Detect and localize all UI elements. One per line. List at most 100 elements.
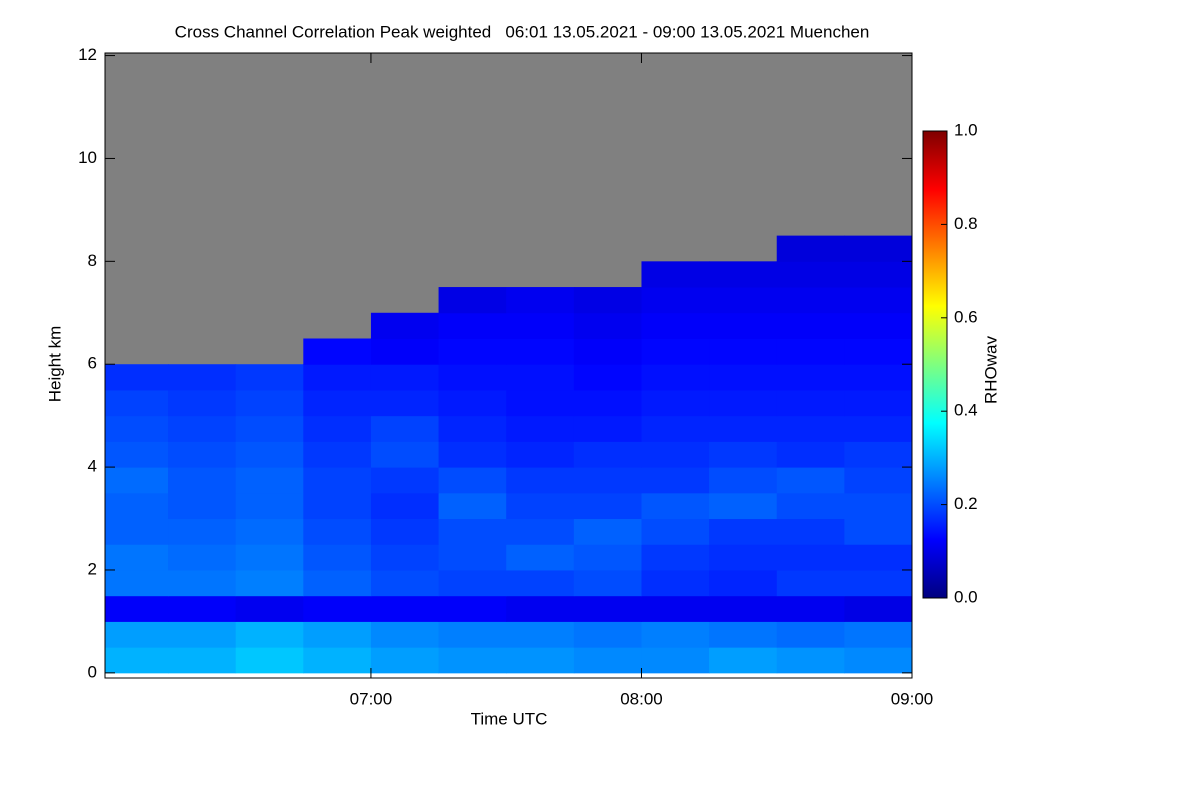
heatmap-cell [168,569,237,597]
heatmap-cell [303,518,372,545]
heatmap-cell [573,467,642,494]
heatmap-cell [506,389,575,417]
heatmap-cell [709,492,778,520]
heatmap-cell [168,441,237,468]
heatmap-cell [573,595,642,622]
heatmap-cell [776,595,845,622]
heatmap-cell [506,492,575,520]
heatmap-cell [235,441,304,468]
heatmap-cell [168,518,237,545]
heatmap-cell [105,621,169,648]
chart-title: Cross Channel Correlation Peak weighted … [175,22,870,41]
heatmap-cell [709,647,778,674]
heatmap-cell [168,492,237,520]
heatmap-cell [776,338,845,365]
x-tick-label: 09:00 [891,689,934,708]
heatmap-cell [370,415,440,442]
heatmap-cell [709,569,778,597]
heatmap-cell [844,492,913,520]
heatmap-cell [506,647,575,674]
heatmap-cell [105,492,169,520]
heatmap-cell [370,492,440,520]
heatmap-cell [303,595,372,622]
colorbar-tick-label: 0.0 [954,587,978,606]
heatmap-cell [168,544,237,571]
heatmap-cell [168,364,237,391]
heatmap-cell [776,621,845,648]
heatmap-cell [105,389,169,417]
heatmap-cell [844,235,913,262]
heatmap-cell [641,261,710,288]
colorbar-tick-label: 0.4 [954,401,978,420]
heatmap-cell [105,647,169,674]
heatmap-cell [573,364,642,391]
heatmap-cell [709,467,778,494]
heatmap-cell [844,338,913,365]
heatmap-cell [370,569,440,597]
heatmap-cell [709,364,778,391]
heatmap-cell [844,467,913,494]
heatmap-cell [370,518,440,545]
heatmap-cell [370,467,440,494]
heatmap-cell [844,647,913,674]
heatmap-cell [168,647,237,674]
heatmap-cell [776,544,845,571]
heatmap-cell [370,544,440,571]
heatmap-cell [105,569,169,597]
heatmap-cell [776,647,845,674]
heatmap-cell [573,389,642,417]
heatmap-cell [235,569,304,597]
heatmap-cell [105,518,169,545]
heatmap-cell [438,441,507,468]
heatmap-cell [168,389,237,417]
heatmap-cell [506,441,575,468]
x-tick-label: 07:00 [350,689,393,708]
heatmap-cell [506,467,575,494]
heatmap-cell [303,364,372,391]
heatmap-cell [641,544,710,571]
heatmap-cell [641,312,710,339]
heatmap-cell [641,415,710,442]
heatmap-cell [709,415,778,442]
heatmap-cell [438,287,507,314]
heatmap-cell [641,364,710,391]
heatmap-cell [235,621,304,648]
heatmap-cell [370,312,440,339]
heatmap-cell [105,595,169,622]
heatmap-cell [844,569,913,597]
heatmap-cell [303,544,372,571]
x-tick-label: 08:00 [620,689,663,708]
heatmap-cell [776,235,845,262]
heatmap-cell [709,441,778,468]
heatmap-cell [438,518,507,545]
heatmap-cell [709,312,778,339]
y-tick-label: 6 [88,354,97,373]
heatmap-cell [105,364,169,391]
heatmap-cell [506,595,575,622]
y-tick-label: 2 [88,559,97,578]
heatmap-cell [303,467,372,494]
y-tick-label: 8 [88,251,97,270]
colorbar-label: RHOwav [981,335,1000,404]
heatmap-cell [370,621,440,648]
heatmap-cell [506,415,575,442]
heatmap-cell [303,338,372,365]
heatmap-cell [438,467,507,494]
heatmap-cell [506,312,575,339]
heatmap-cell [709,518,778,545]
y-tick-label: 4 [88,457,97,476]
heatmap-cell [105,415,169,442]
heatmap-cell [506,364,575,391]
heatmap-cell [641,389,710,417]
heatmap-cell [573,492,642,520]
heatmap-cell [776,415,845,442]
heatmap-cell [844,364,913,391]
heatmap-cell [641,338,710,365]
heatmap-cell [303,621,372,648]
heatmap-cell [573,647,642,674]
heatmap-cell [235,415,304,442]
heatmap-cell [303,389,372,417]
heatmap-cell [370,595,440,622]
heatmap-cell [573,621,642,648]
